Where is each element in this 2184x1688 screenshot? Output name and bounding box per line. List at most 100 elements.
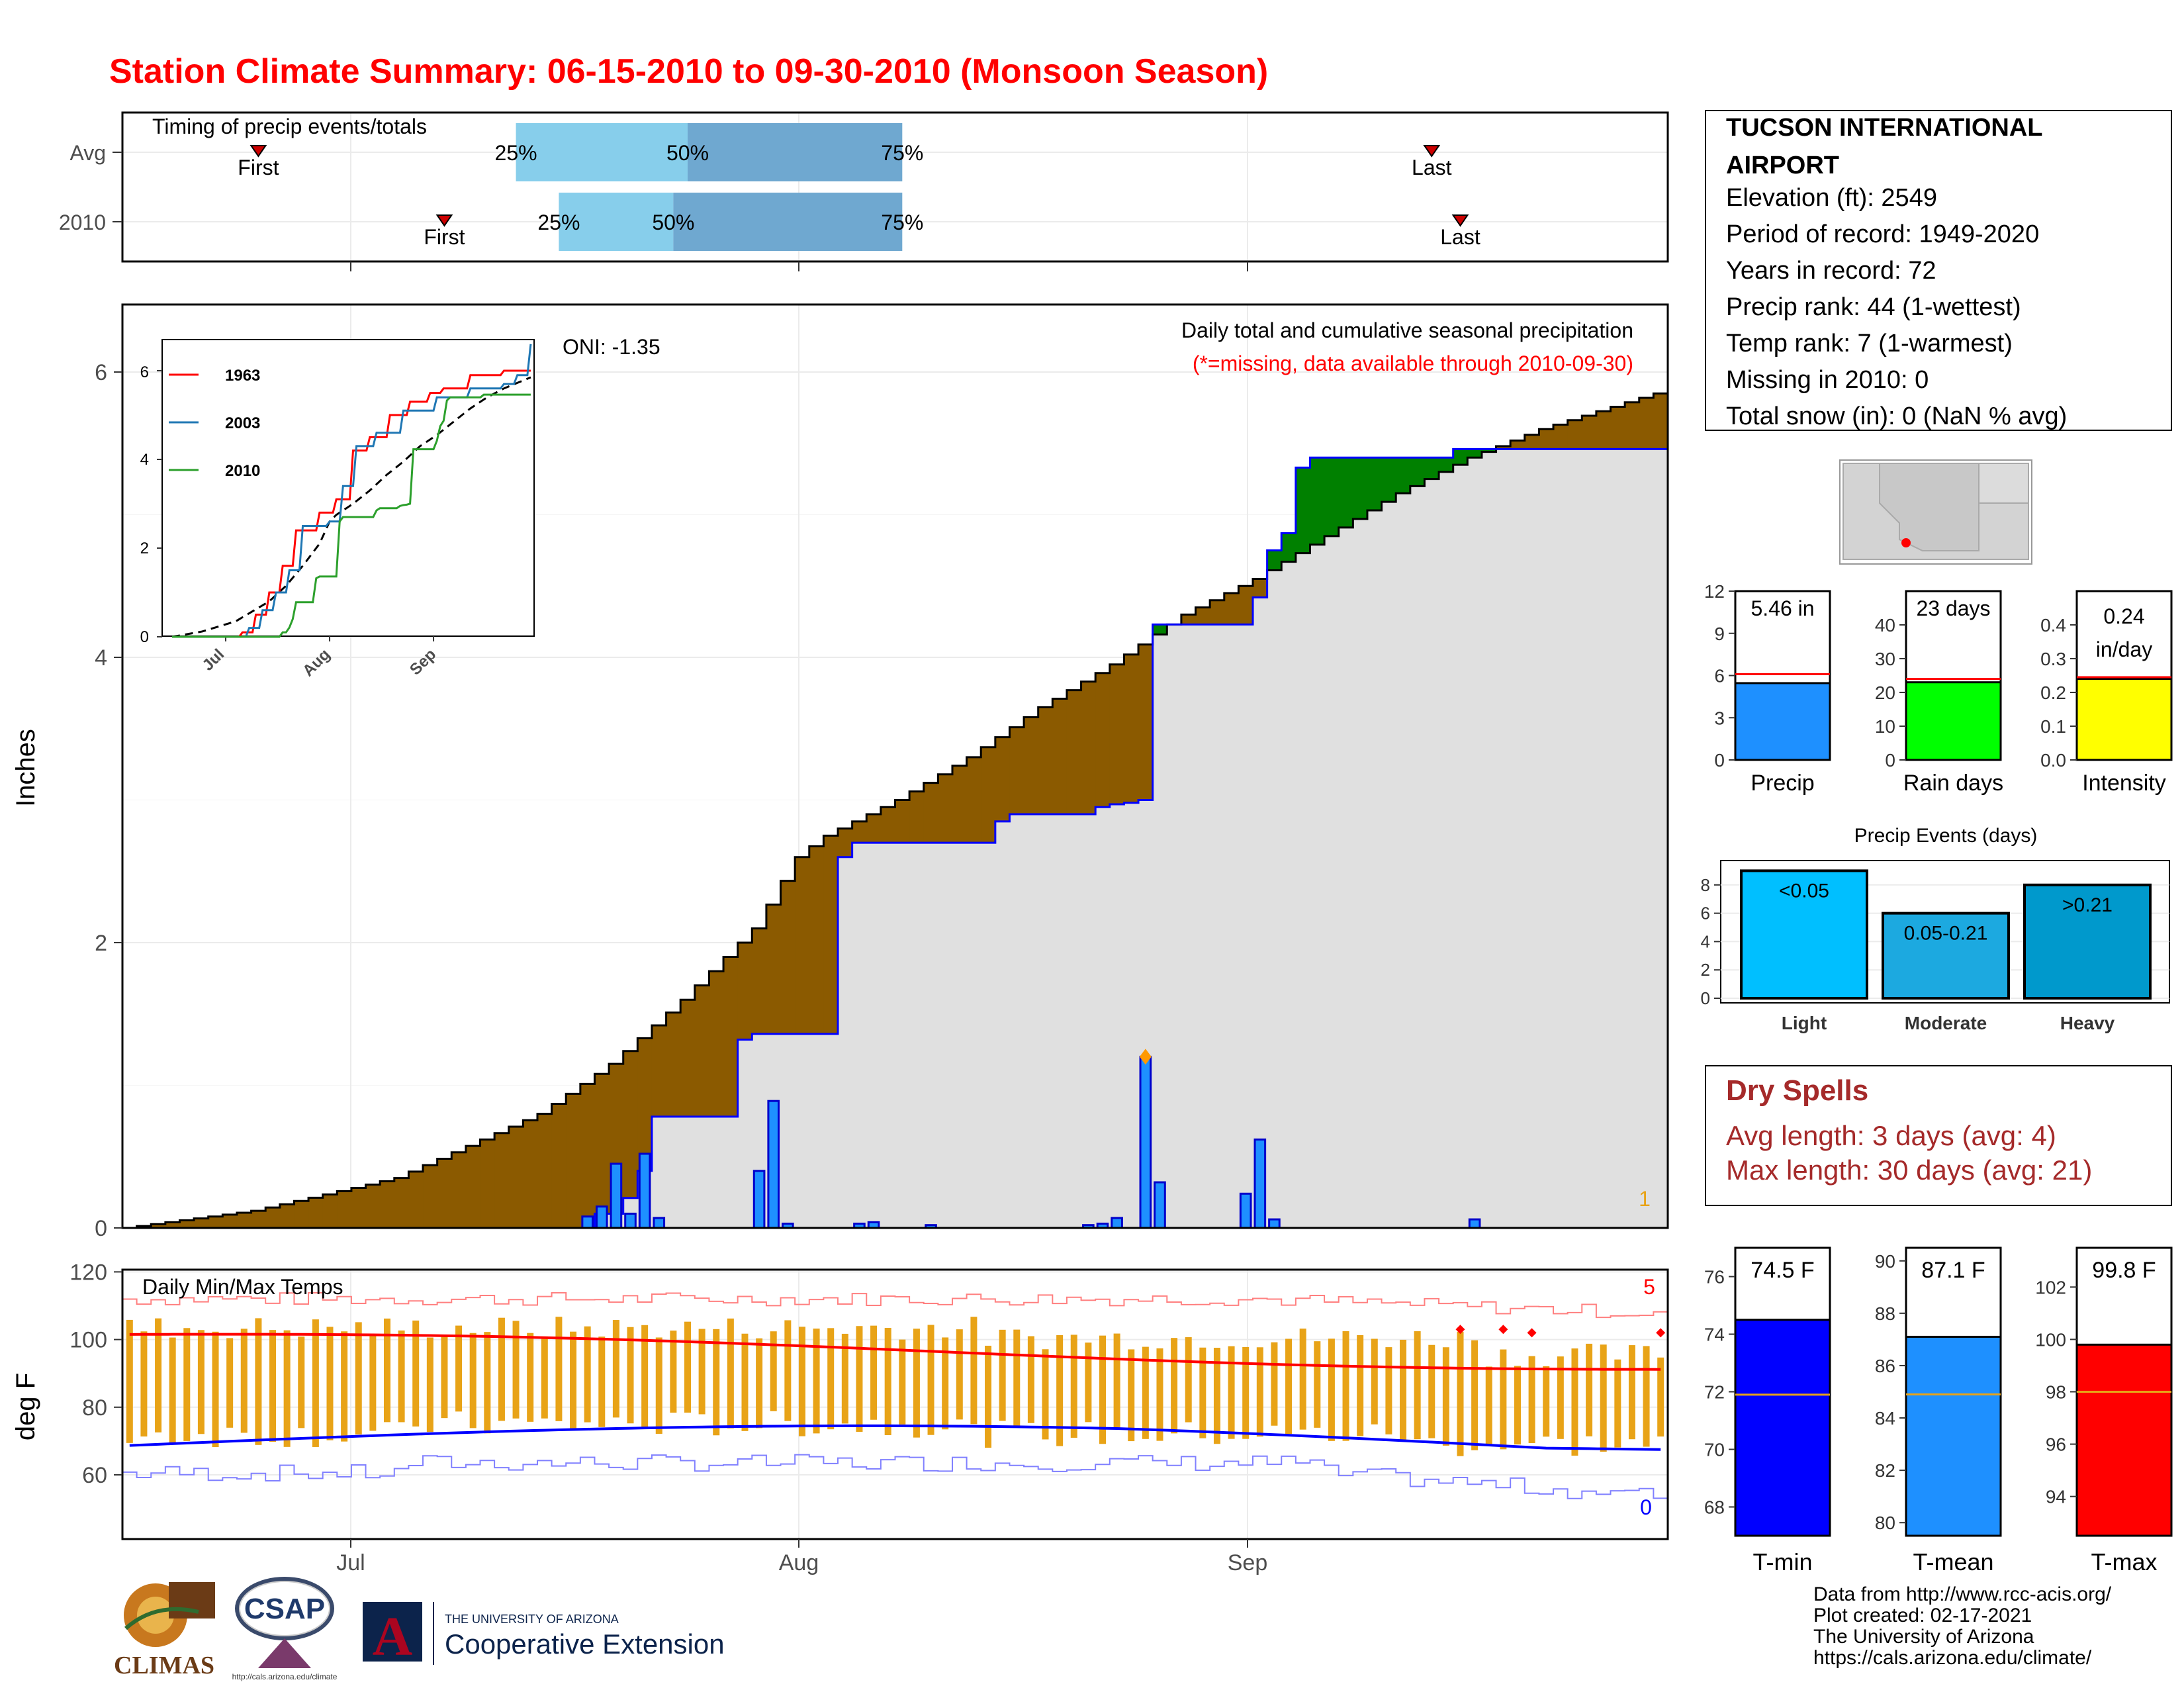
inset-ytick-4: 4 [140,451,149,469]
footer-line-2: Plot created: 02-17-2021 [1813,1605,2032,1626]
daily-precip-bar [653,1217,666,1229]
deficit-block [966,757,981,843]
ua-big-text: Cooperative Extension [445,1628,725,1660]
timing-avg-last-label: Last [1412,156,1452,179]
station-precip-rank: Precip rank: 44 (1-wettest) [1726,293,2021,321]
station-info-box: TUCSON INTERNATIONAL AIRPORT Elevation (… [1705,110,2172,431]
temp-ytick-60: 60 [82,1463,107,1488]
daily-precip-bar [1253,1138,1267,1229]
stat-label-0: Precip [1751,771,1814,796]
tbar-tick: 82 [1875,1460,1895,1481]
tbar-tick: 86 [1875,1356,1895,1376]
deficit-block [437,1158,452,1228]
daily-temp-bar [970,1317,978,1425]
daily-temp-bar [1657,1357,1664,1437]
station-temp-rank: Temp rank: 7 (1-warmest) [1726,330,2013,357]
deficit-block [895,800,910,843]
deficit-block [308,1197,324,1228]
footer-line-4: https://cals.arizona.edu/climate/ [1813,1647,2092,1669]
deficit-block [1553,424,1569,449]
deficit-block [423,1165,438,1228]
deficit-block [766,904,782,1034]
timing-panel: 25% 50% 75% First Last 25% 50% 75% First Last Tim… [59,111,1669,271]
timing-2010-q2-bar [673,193,903,251]
events-tick: 2 [1701,960,1710,980]
deficit-block [208,1216,223,1228]
timing-title: Timing of precip events/totals [152,115,427,138]
deficit-block [1510,440,1525,449]
daily-temp-bar [541,1336,548,1419]
deficit-block [780,880,796,1034]
daily-temp-bar [927,1325,934,1435]
daily-temp-bar [698,1329,705,1415]
deficit-block [880,807,896,843]
daily-temp-bar [498,1317,505,1421]
precip-ytick-0: 0 [95,1216,107,1241]
daily-precip-bar [767,1100,780,1229]
deficit-block [995,737,1011,821]
surplus-block [1396,457,1411,494]
daily-temp-bar [1442,1347,1449,1446]
stat-value-2: 0.24 [2103,604,2144,628]
stat-tick: 0 [1885,750,1895,771]
stat-value-1: 23 days [1916,596,1990,620]
record-high-marker [1455,1325,1465,1335]
inset-ytick-0: 0 [140,628,149,646]
events-range-0: <0.05 [1779,880,1829,902]
daily-precip-bar [595,1205,608,1229]
deficit-block [580,1084,596,1228]
daily-temp-bar [412,1320,420,1427]
precip-panel: 0 2 4 6 Inches Daily total and cumulative s… [11,303,1669,1241]
avg-cumulative-line [122,392,1668,1229]
daily-temp-bar [1414,1331,1421,1440]
max-day-marker [1139,1049,1152,1065]
deficit-block [394,1178,410,1228]
deficit-block [265,1207,281,1228]
deficit-block [194,1218,209,1228]
deficit-block [1138,644,1154,800]
surplus-block [1281,533,1297,562]
daily-temp-bar [269,1330,277,1442]
deficit-block [1181,614,1197,625]
daily-temp-bar [1371,1338,1378,1425]
daily-temp-bar [1614,1359,1621,1448]
tbar-tick: 94 [2046,1487,2066,1507]
dry-spells-box: Dry Spells Avg length: 3 days (avg: 4) M… [1705,1065,2172,1206]
surplus-block [1152,624,1167,635]
deficit-block [1539,429,1554,449]
precip-ylabel: Inches [11,729,40,807]
daily-temp-bar [126,1319,133,1443]
timing-row-avg: Avg [69,141,106,165]
deficit-block [523,1120,538,1228]
daily-temp-bar [1571,1348,1578,1456]
precip-events-chart: Precip Events (days) 0 2 4 6 8 <0.05 Light 0.05… [1701,825,2170,1033]
deficit-block [1238,586,1253,625]
deficit-block [151,1224,166,1228]
daily-temp-bar [398,1330,405,1423]
daily-temp-bar [326,1327,334,1440]
climas-logo: CLIMAS [114,1582,215,1679]
stat-tick: 40 [1875,615,1895,635]
inset-avg-line [171,376,531,638]
inset-xtick-sep: Sep [406,645,439,679]
deficit-block [1109,664,1125,804]
inset-2010-line [172,393,531,638]
surplus-block [1467,449,1482,458]
inset-xtick-aug: Aug [299,645,334,680]
tbar-tick: 70 [1704,1440,1725,1460]
daily-temp-bar [1199,1347,1206,1438]
daily-temp-bar [312,1319,319,1447]
daily-temp-bar [1586,1343,1593,1436]
deficit-block [637,1038,653,1171]
daily-temp-bar [369,1334,377,1431]
events-label-0: Light [1782,1013,1827,1033]
daily-temp-bar [455,1325,463,1412]
daily-temp-bar [684,1321,692,1413]
daily-temp-bar [956,1329,963,1420]
deficit-block [737,943,752,1040]
surplus-block [1410,457,1426,487]
deficit-block [465,1146,481,1228]
surplus-block [1481,449,1497,452]
timing-bars: 25% 50% 75% First Last 25% 50% 75% First Last [238,123,1480,251]
tbar-tick: 74 [1704,1325,1725,1345]
